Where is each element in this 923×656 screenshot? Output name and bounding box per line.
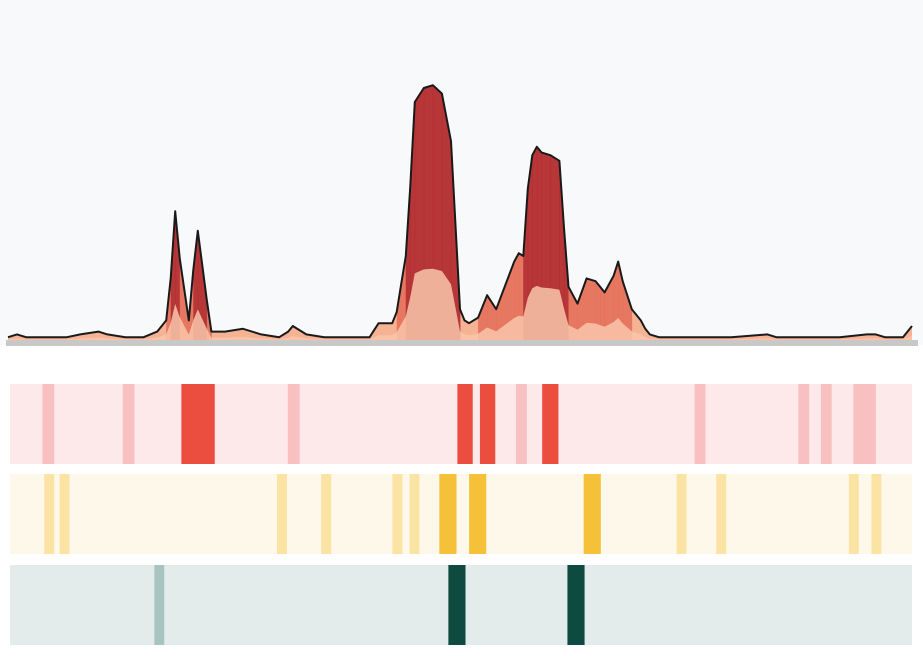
heatmap-strips: [10, 384, 912, 645]
heat-cell: [567, 565, 585, 645]
heat-cell: [448, 565, 466, 645]
area-outline: [7, 84, 913, 339]
area-band: [536, 85, 542, 340]
heat-cell: [287, 384, 300, 464]
heat-cell: [871, 474, 882, 554]
area-band: [414, 85, 425, 340]
area-band: [532, 85, 538, 340]
x-baseline: [6, 340, 918, 346]
heat-cell: [59, 474, 70, 554]
heat-row-2: [10, 474, 912, 554]
heat-cell: [848, 474, 859, 554]
heat-cell: [676, 474, 687, 554]
heat-row-1: [10, 384, 912, 464]
heat-cell: [409, 474, 420, 554]
area-band: [410, 85, 416, 340]
area-band: [541, 85, 551, 340]
heat-row-background: [10, 474, 912, 554]
heat-cell: [798, 384, 810, 464]
area-band: [441, 85, 452, 340]
heat-cell: [469, 474, 487, 554]
area-chart: [0, 0, 923, 346]
heat-cell: [542, 384, 559, 464]
heat-cell: [583, 474, 601, 554]
heat-cell: [516, 384, 527, 464]
heat-cell: [276, 474, 287, 554]
heat-cell: [122, 384, 135, 464]
heat-cell: [439, 474, 457, 554]
area-band: [527, 85, 533, 340]
area-band: [559, 85, 565, 340]
heat-cell: [820, 384, 832, 464]
heat-cell: [479, 384, 496, 464]
plot-background: [0, 0, 923, 345]
heat-cell: [694, 384, 706, 464]
heat-cell: [392, 474, 403, 554]
heat-cell: [44, 474, 55, 554]
area-band: [550, 85, 560, 340]
heat-cell: [716, 474, 727, 554]
heat-cell: [42, 384, 55, 464]
heat-cell: [181, 384, 215, 464]
heat-cell: [321, 474, 332, 554]
heat-row-3: [10, 565, 912, 645]
heat-cell: [457, 384, 473, 464]
area-band: [432, 85, 443, 340]
area-band: [423, 85, 434, 340]
heat-cell: [154, 565, 165, 645]
heat-cell: [853, 384, 876, 464]
